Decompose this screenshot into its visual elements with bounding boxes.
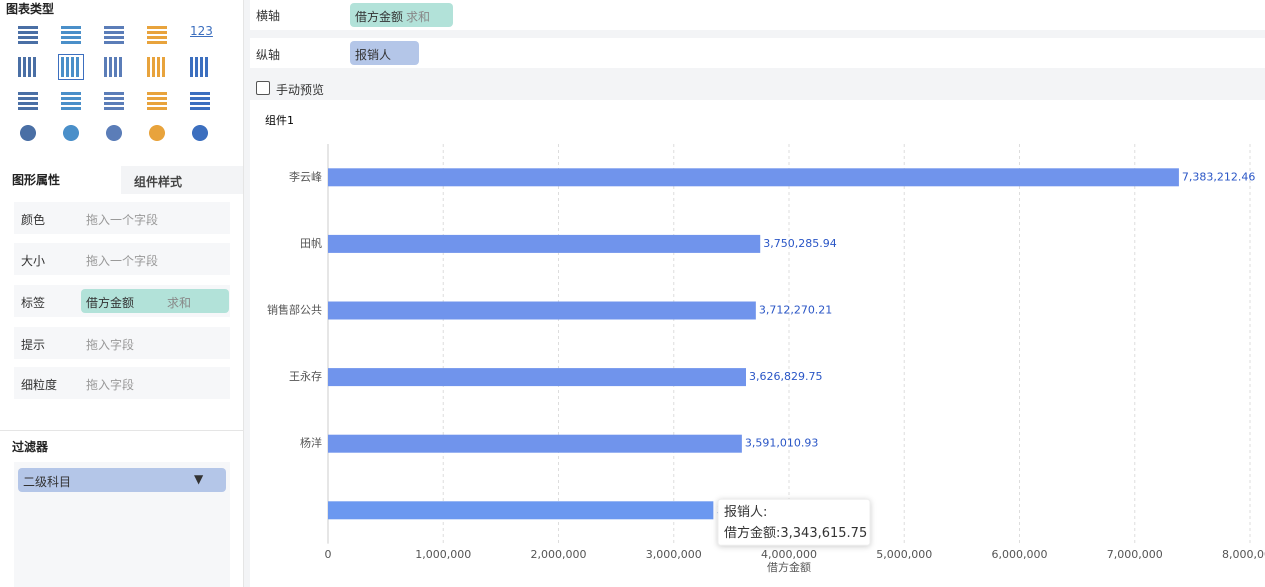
field: 报销人: [355, 48, 392, 62]
chart-type-icon[interactable]: [104, 24, 124, 44]
chart-type-icon[interactable]: [104, 57, 124, 77]
filter-icon: ▼: [194, 472, 204, 486]
field-pill[interactable]: 借方金额 求和: [81, 289, 229, 313]
chart-type-icon[interactable]: [18, 90, 38, 110]
chart-type-icon[interactable]: 123: [190, 24, 213, 38]
left-panel: 图表类型 123 图形属性 组件样式 颜色 拖入一个字段 大小 拖入一个字段 标签 …: [0, 0, 244, 587]
y-tick-label: 杨洋: [300, 436, 322, 450]
property-row[interactable]: 颜色 拖入一个字段: [14, 202, 230, 234]
field-pill[interactable]: 借方金额 求和: [350, 3, 453, 27]
chart-type-icon[interactable]: [190, 123, 210, 143]
x-tick-label: 3,000,000: [646, 548, 702, 561]
panel-title: 图表类型: [6, 2, 55, 16]
field-pill[interactable]: 报销人: [350, 41, 419, 65]
chart-type-icon[interactable]: [18, 123, 38, 143]
label: 提示: [21, 338, 46, 352]
label: 细粒度: [21, 378, 58, 392]
placeholder: 拖入字段: [86, 338, 135, 352]
tab[interactable]: 组件样式: [134, 175, 183, 189]
tooltip: [717, 498, 871, 546]
bar: [328, 368, 746, 387]
divider: [0, 430, 243, 431]
tooltip-line: 报销人:: [724, 505, 767, 520]
value-label: 3,750,285.94: [763, 237, 836, 250]
x-axis-title: 借方金额: [767, 560, 811, 574]
y-shelf: 纵轴 报销人: [250, 38, 1265, 68]
bar: [328, 168, 1179, 187]
property-row[interactable]: 提示 拖入字段: [14, 327, 230, 359]
chart: 组件1 0 1,000,000 2,000,000 3,000,000 4,000,00…: [250, 100, 1265, 587]
chart-type-icon[interactable]: [147, 123, 167, 143]
x-tick-label: 5,000,000: [876, 548, 932, 561]
chart-type-icon[interactable]: [190, 90, 210, 110]
y-tick-label: 李云峰: [289, 169, 322, 183]
y-tick-label: 王永存: [289, 369, 322, 383]
chart-title: 组件1: [265, 113, 294, 127]
y-tick-label: 销售部公共: [267, 303, 322, 317]
y-tick-label: 田帆: [300, 236, 322, 250]
chart-type-icon[interactable]: [147, 57, 167, 77]
chart-type-icon[interactable]: [18, 57, 38, 77]
tab[interactable]: 图形属性: [0, 166, 121, 194]
filter-title: 过滤器: [12, 440, 49, 454]
field: 二级科目: [23, 475, 72, 489]
checkbox-label: 手动预览: [276, 83, 325, 97]
value-label: 3,591,010.93: [745, 437, 818, 450]
x-tick-label: 7,000,000: [1107, 548, 1163, 561]
value-label: 3,626,829.75: [749, 370, 822, 383]
bar: [328, 434, 742, 453]
field: 借方金额: [355, 10, 404, 24]
x-tick-label: 2,000,000: [531, 548, 587, 561]
value-label: 7,383,212.46: [1182, 170, 1255, 183]
property-row[interactable]: 细粒度 拖入字段: [14, 367, 230, 399]
checkbox[interactable]: [256, 81, 270, 95]
placeholder: 拖入一个字段: [86, 213, 159, 227]
filter-pill[interactable]: 二级科目 ▼: [18, 468, 226, 492]
chart-type-icon[interactable]: [190, 57, 210, 77]
bar: [328, 301, 756, 320]
x-tick-label: 0: [325, 548, 332, 561]
chart-type-icon[interactable]: [147, 24, 167, 44]
chart-type-grid: 123: [10, 20, 225, 160]
x-tick-label: 4,000,000: [761, 548, 817, 561]
aggregation: 求和: [167, 296, 192, 310]
placeholder: 拖入字段: [86, 378, 135, 392]
shelf-label: 横轴: [256, 9, 281, 23]
x-tick-label: 8,000,000: [1222, 548, 1265, 561]
x-shelf: 横轴 借方金额 求和: [250, 0, 1265, 30]
value-label: 3,712,270.21: [759, 304, 832, 317]
placeholder: 拖入一个字段: [86, 254, 159, 268]
bar: [328, 234, 761, 253]
label: 标签: [21, 296, 46, 310]
chart-type-icon[interactable]: [104, 90, 124, 110]
x-tick-label: 1,000,000: [415, 548, 471, 561]
aggregation: 求和: [406, 10, 431, 24]
x-tick-label: 6,000,000: [992, 548, 1048, 561]
label: 大小: [21, 254, 46, 268]
bar: [328, 501, 714, 520]
chart-type-icon[interactable]: [61, 123, 81, 143]
field: 借方金额: [86, 296, 135, 310]
tab-bar: 图形属性 组件样式: [0, 166, 243, 194]
chart-type-icon[interactable]: [61, 90, 81, 110]
shelf-label: 纵轴: [256, 48, 281, 62]
chart-type-icon[interactable]: [147, 90, 167, 110]
label: 颜色: [21, 213, 46, 227]
chart-type-icon[interactable]: [104, 123, 124, 143]
property-row[interactable]: 大小 拖入一个字段: [14, 243, 230, 275]
property-row[interactable]: 标签 借方金额 求和: [14, 285, 230, 317]
chart-type-icon[interactable]: [61, 24, 81, 44]
chart-type-icon[interactable]: [18, 24, 38, 44]
tooltip-line: 借方金额:3,343,615.75: [724, 525, 867, 541]
filter-area: 二级科目 ▼: [14, 462, 230, 587]
chart-type-icon[interactable]: [58, 54, 84, 80]
